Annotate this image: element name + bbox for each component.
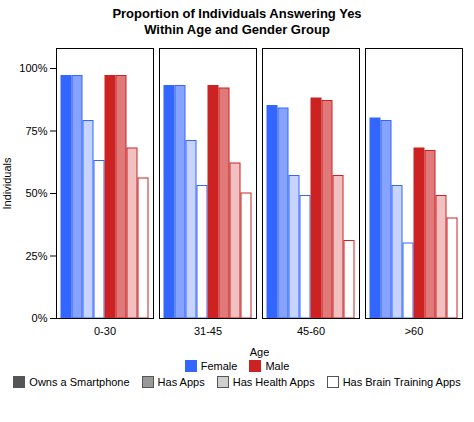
- html-text:Proportion of Individuals Answ: Proportion of Individuals Answering Yes: [112, 6, 362, 21]
- svg-text:45-60: 45-60: [297, 325, 325, 337]
- svg-text:75%: 75%: [25, 125, 47, 137]
- html-text:Has Apps: Has Apps: [157, 376, 205, 388]
- svg-text:>60: >60: [405, 325, 424, 337]
- html-text:Within Age and Gender Group: Within Age and Gender Group: [144, 22, 330, 37]
- svg-text:Individuals: Individuals: [1, 157, 13, 209]
- svg-text:Age: Age: [250, 346, 270, 358]
- svg-text:50%: 50%: [25, 187, 47, 199]
- html-text:Owns a Smartphone: Owns a Smartphone: [29, 376, 130, 388]
- svg-text:31-45: 31-45: [194, 325, 222, 337]
- html-text:Male: Male: [265, 360, 290, 372]
- html-text:Has Brain Training Apps: Has Brain Training Apps: [342, 376, 461, 388]
- html-text:Female: Female: [200, 360, 238, 372]
- svg-text:0-30: 0-30: [94, 325, 116, 337]
- svg-text:0%: 0%: [32, 312, 48, 324]
- svg-text:25%: 25%: [25, 250, 47, 262]
- svg-text:100%: 100%: [19, 62, 47, 74]
- html-text:Has Health Apps: Has Health Apps: [232, 376, 315, 388]
